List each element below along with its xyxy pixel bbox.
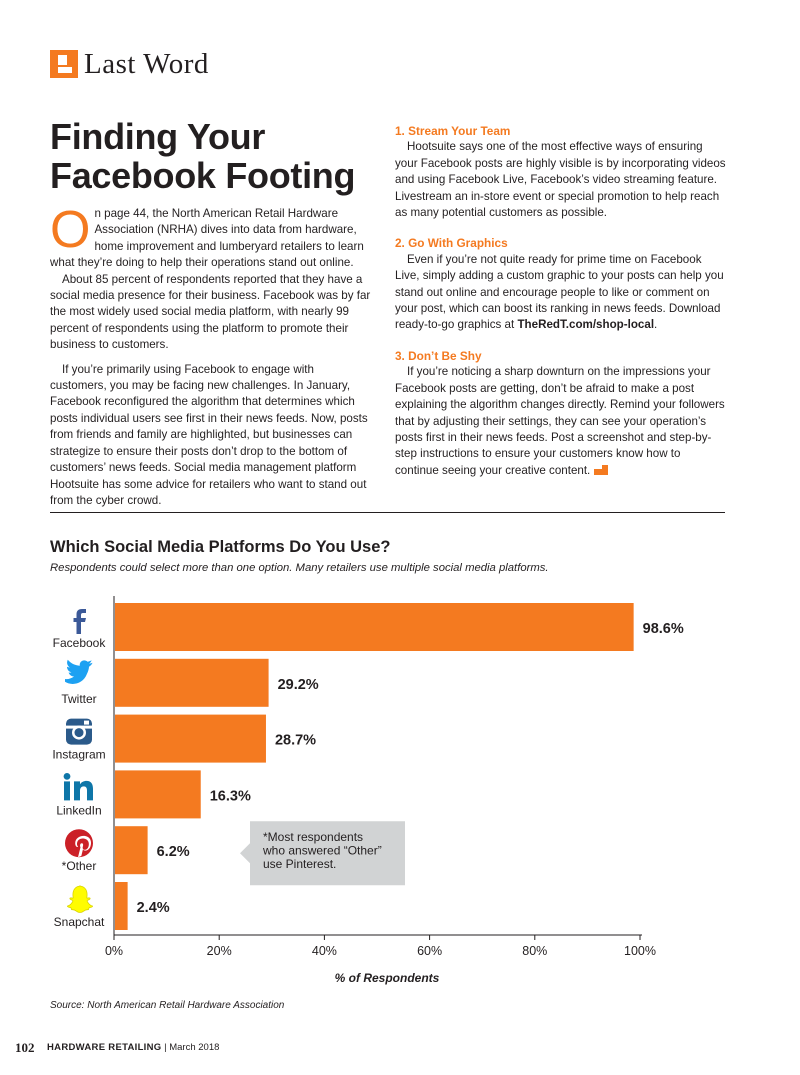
article-paragraph: About 85 percent of respondents reported…	[50, 272, 371, 352]
end-mark-icon	[594, 464, 609, 475]
x-tick-label: 0%	[105, 944, 123, 958]
section-divider	[50, 512, 725, 513]
bar-value-label: 6.2%	[157, 844, 190, 860]
issue-date: March 2018	[169, 1042, 220, 1053]
tip-body: Even if you’re not quite ready for prime…	[395, 252, 727, 334]
category-label: Instagram	[52, 748, 105, 762]
tip-heading: 1. Stream Your Team	[395, 124, 511, 138]
x-tick-label: 60%	[417, 944, 442, 958]
x-tick-label: 100%	[624, 944, 656, 958]
twitter-glyph	[64, 659, 93, 684]
instagram-icon	[66, 718, 92, 745]
tip-heading: 2. Go With Graphics	[395, 236, 508, 251]
headline: Finding Your Facebook Footing	[50, 117, 380, 195]
bar	[115, 658, 269, 707]
annotation-text: who answered “Other”	[262, 844, 382, 858]
snapchat-ghost	[66, 885, 94, 913]
tip-body-end: .	[654, 318, 658, 332]
linkedin-i-stem	[64, 781, 70, 801]
linkedin-n	[74, 780, 93, 801]
article-paragraph: If you’re primarily using Facebook to en…	[50, 362, 368, 507]
x-tick-label: 80%	[522, 944, 547, 958]
headline-line-2: Facebook Footing	[50, 155, 356, 196]
tip-body-text: Even if you’re not quite ready for prime…	[395, 252, 724, 332]
twitter-icon	[64, 659, 93, 684]
headline-line-1: Finding Your	[50, 116, 266, 157]
bar	[115, 882, 128, 930]
annotation-text: use Pinterest.	[263, 857, 336, 871]
page-number: 102	[15, 1040, 35, 1055]
category-label: Facebook	[53, 636, 107, 650]
x-tick-label: 20%	[207, 944, 232, 958]
bar-value-label: 98.6%	[643, 621, 684, 637]
tip-body: Hootsuite says one of the most effective…	[395, 140, 726, 220]
publication-name: HARDWARE RETAILING	[47, 1042, 162, 1053]
linkedin-i-dot	[63, 773, 71, 780]
chart-title: Which Social Media Platforms Do You Use?	[50, 538, 391, 556]
category-label: Snapchat	[54, 915, 105, 929]
x-tick-label: 40%	[312, 944, 337, 958]
snapchat-icon	[66, 885, 94, 913]
tip-body: If you’re noticing a sharp downturn on t…	[395, 364, 727, 479]
section-label: Last Word	[84, 48, 209, 80]
category-label: LinkedIn	[56, 803, 101, 817]
bar	[115, 714, 266, 763]
bar-value-label: 2.4%	[137, 900, 170, 916]
last-word-logo-icon	[50, 50, 78, 78]
tip-body-text: If you’re noticing a sharp downturn on t…	[395, 365, 725, 477]
chart-subtitle: Respondents could select more than one o…	[50, 562, 549, 574]
bar	[115, 603, 634, 651]
instagram-flash	[84, 720, 89, 725]
annotation-callout	[240, 821, 405, 886]
drop-cap: O	[50, 201, 91, 259]
footer-publication: HARDWARE RETAILING | March 2018	[47, 1042, 219, 1053]
annotation-text: *Most respondents	[263, 830, 363, 844]
category-label: *Other	[62, 859, 97, 873]
instagram-lens	[74, 728, 84, 738]
article-right-column: 1. Stream Your Team Hootsuite says one o…	[395, 123, 727, 493]
footer-separator: |	[161, 1042, 170, 1053]
x-axis-label: % of Respondents	[335, 971, 440, 985]
bar-value-label: 16.3%	[210, 788, 251, 804]
facebook-glyph	[73, 609, 86, 634]
chart-source: Source: North American Retail Hardware A…	[50, 1000, 285, 1011]
paragraph-text: n page 44, the North American Retail Har…	[50, 207, 364, 270]
facebook-icon	[73, 609, 86, 634]
bar	[115, 826, 148, 875]
bar-chart: 98.6% Facebook 29.2% Twitter 28.7% Instagram 1…	[52, 596, 684, 985]
pinterest-icon	[65, 829, 93, 858]
linkedin-icon	[63, 773, 93, 801]
tip-heading: 3. Don’t Be Shy	[395, 348, 482, 363]
shop-local-link[interactable]: TheRedT.com/shop-local	[517, 318, 655, 332]
bar-value-label: 29.2%	[278, 677, 319, 693]
bar	[115, 770, 201, 819]
bar-value-label: 28.7%	[275, 733, 316, 749]
category-label: Twitter	[61, 692, 96, 706]
